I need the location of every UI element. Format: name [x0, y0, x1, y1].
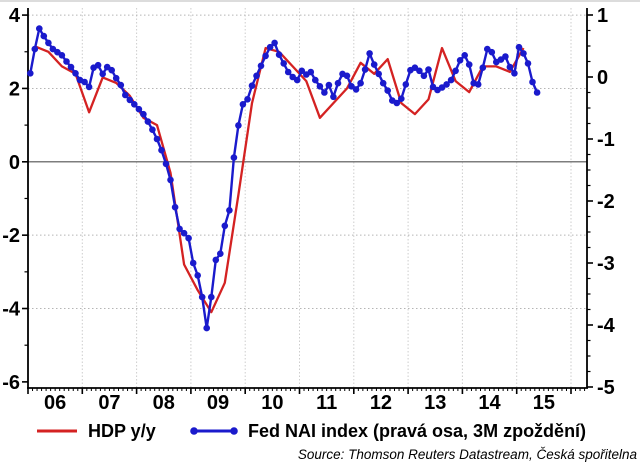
right-axis-labels: 1 0 -1 -2 -3 -4 -5: [597, 5, 616, 399]
source-note: Source: Thomson Reuters Datastream, Česk…: [297, 447, 637, 462]
svg-text:2: 2: [9, 78, 20, 100]
left-axis-labels: 4 2 0 -2 -4 -6: [2, 5, 21, 394]
svg-text:-6: -6: [2, 372, 20, 394]
top-border: [0, 0, 640, 2]
svg-text:10: 10: [261, 392, 283, 414]
svg-text:1: 1: [597, 5, 608, 27]
svg-text:09: 09: [207, 392, 229, 414]
legend-swatch-hdp: [37, 429, 77, 433]
year-labels: 06 07 08 09 10 11 12 13 14 15: [44, 392, 555, 414]
legend-label-nai: Fed NAI index (pravá osa, 3M zpoždění): [248, 421, 587, 441]
svg-text:-2: -2: [2, 225, 20, 247]
bottom-axis-ticks: [27, 388, 586, 394]
left-axis-ticks: [22, 14, 28, 383]
svg-text:11: 11: [316, 392, 337, 414]
svg-text:0: 0: [597, 67, 608, 89]
svg-text:-4: -4: [2, 299, 21, 321]
hdp-series-line: [34, 45, 525, 314]
svg-text:-4: -4: [597, 315, 616, 337]
axes: [27, 8, 588, 389]
svg-text:-1: -1: [597, 129, 615, 151]
nai-series-line: [29, 27, 539, 330]
legend-label-hdp: HDP y/y: [88, 421, 156, 441]
svg-text:07: 07: [98, 392, 120, 414]
svg-text:4: 4: [9, 5, 21, 27]
svg-text:15: 15: [533, 392, 555, 414]
right-axis-ticks: [587, 14, 593, 388]
nai-series-markers: [27, 25, 541, 332]
svg-text:12: 12: [370, 392, 392, 414]
svg-text:-2: -2: [597, 191, 615, 213]
legend-swatch-nai: [190, 427, 238, 435]
svg-text:-3: -3: [597, 253, 615, 275]
svg-text:13: 13: [424, 392, 446, 414]
svg-text:06: 06: [44, 392, 66, 414]
svg-text:0: 0: [9, 152, 20, 174]
svg-text:08: 08: [153, 392, 175, 414]
chart-plot-area: 420-2-4-610-1-2-3-4-506 07 08 09 10 11 12 13 14 1…: [2, 5, 616, 414]
svg-text:14: 14: [478, 392, 501, 414]
svg-text:-5: -5: [597, 377, 615, 399]
